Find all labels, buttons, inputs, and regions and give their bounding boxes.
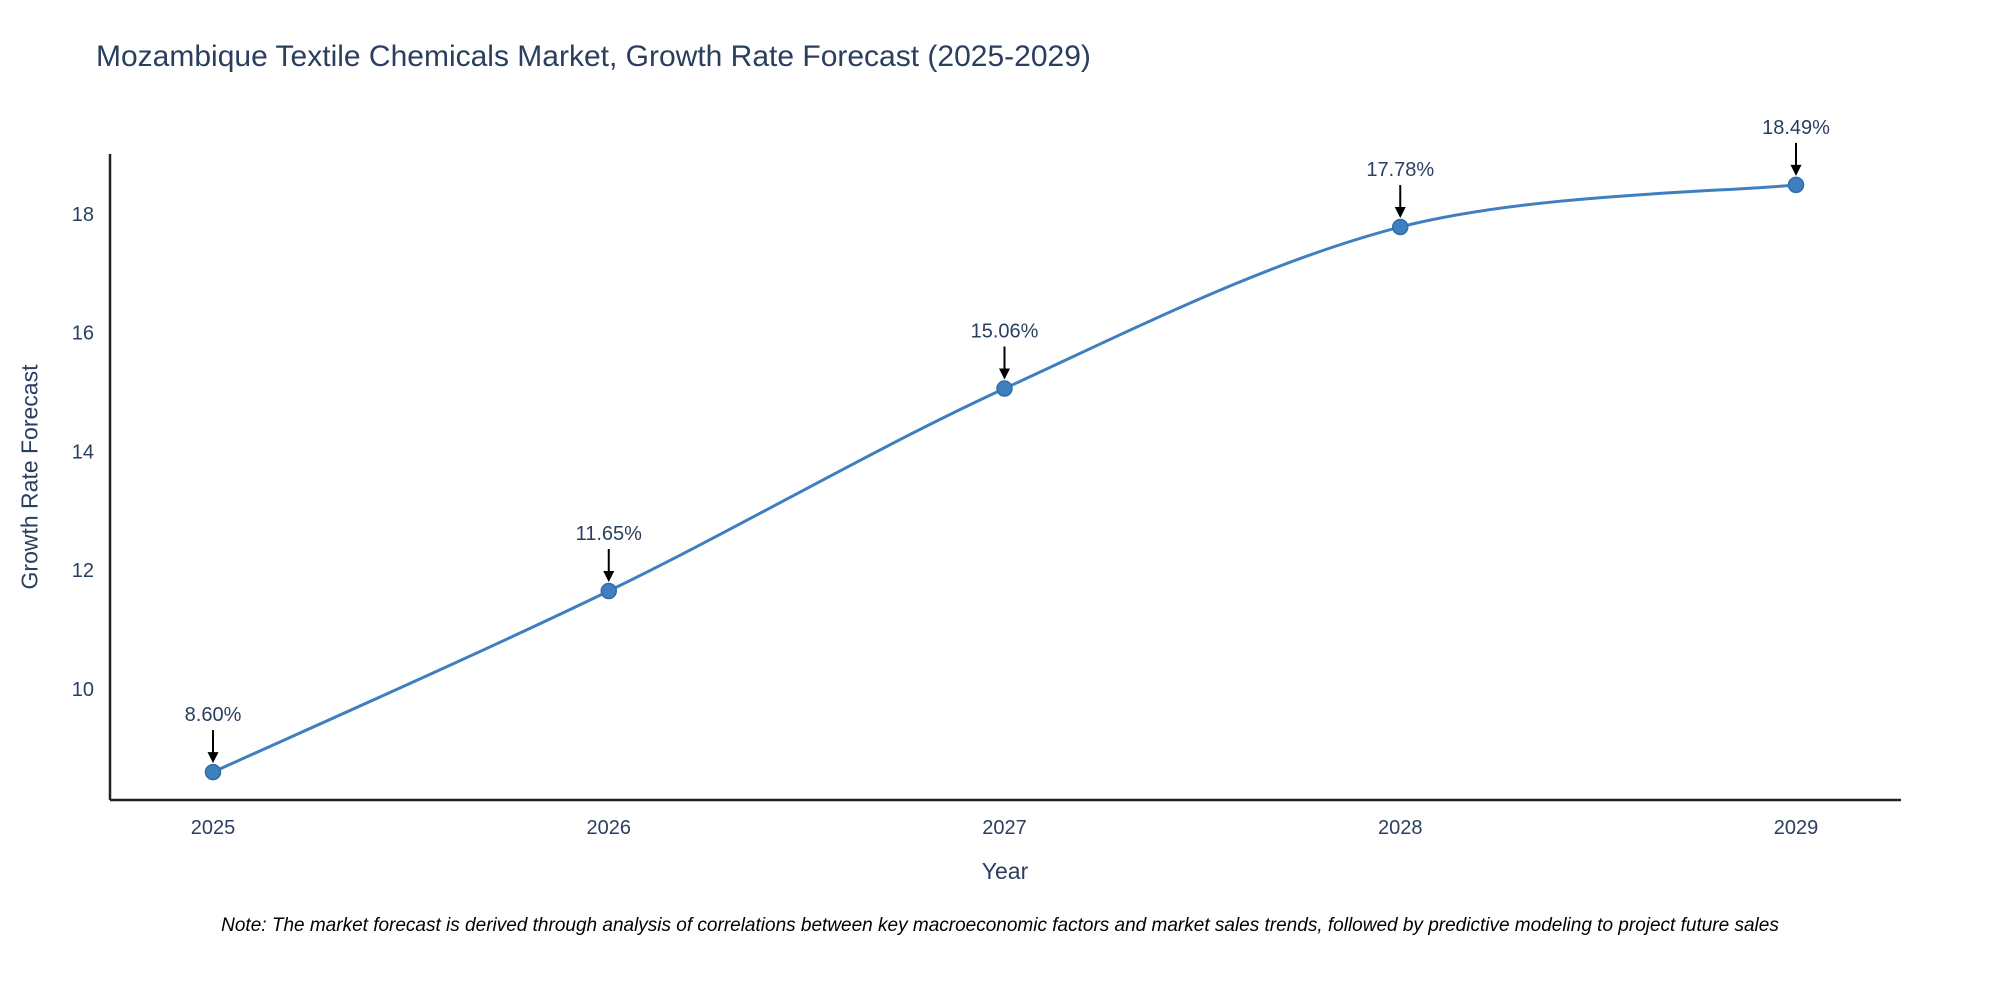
x-tick-label: 2025 — [191, 817, 236, 839]
data-point-marker[interactable] — [1392, 218, 1409, 236]
annotation-arrowhead-icon — [1394, 207, 1406, 219]
y-tick-label: 18 — [72, 204, 94, 226]
y-tick-label: 16 — [72, 323, 94, 345]
data-point-marker[interactable] — [996, 380, 1013, 397]
x-axis-title: Year — [981, 858, 1029, 884]
data-point-label: 11.65% — [576, 523, 643, 545]
chart-title: Mozambique Textile Chemicals Market, Gro… — [96, 40, 1091, 73]
forecast-line — [211, 183, 1798, 774]
annotation-arrowhead-icon — [603, 571, 615, 582]
annotation-arrowhead-icon — [1790, 164, 1802, 176]
y-tick-label: 10 — [72, 679, 94, 701]
y-tick-label: 12 — [72, 560, 94, 582]
x-tick-label: 2027 — [982, 817, 1027, 839]
y-tick-label: 14 — [72, 441, 94, 463]
data-point-marker[interactable] — [1787, 176, 1805, 194]
data-point-marker[interactable] — [204, 763, 222, 781]
chart-note: Note: The market forecast is derived thr… — [221, 915, 1779, 936]
data-point-label: 15.06% — [971, 321, 1039, 343]
data-point-label: 18.49% — [1762, 117, 1830, 139]
data-point-marker[interactable] — [600, 582, 617, 600]
data-point-label: 17.78% — [1366, 159, 1434, 181]
x-tick-label: 2028 — [1378, 817, 1423, 839]
data-point-label: 8.60% — [185, 704, 242, 726]
annotation-arrowhead-icon — [999, 368, 1010, 380]
x-tick-label: 2029 — [1774, 817, 1819, 839]
x-tick-label: 2026 — [587, 817, 632, 839]
annotation-arrowhead-icon — [207, 752, 219, 764]
